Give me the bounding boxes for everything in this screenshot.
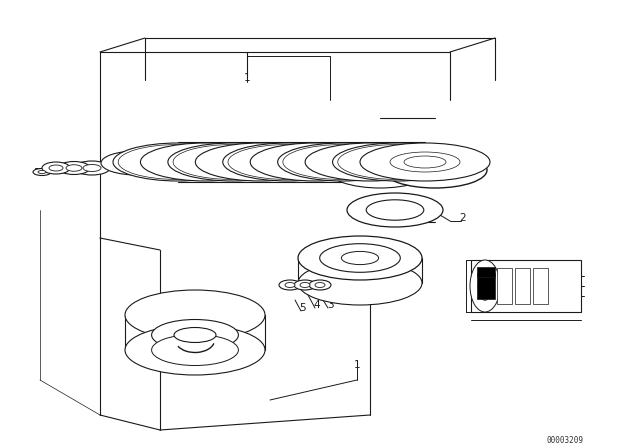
Ellipse shape (383, 152, 487, 188)
Ellipse shape (223, 143, 353, 181)
Ellipse shape (239, 156, 282, 168)
Ellipse shape (315, 283, 325, 288)
Ellipse shape (170, 152, 241, 172)
Ellipse shape (333, 143, 463, 181)
Ellipse shape (283, 145, 403, 180)
Ellipse shape (406, 160, 463, 180)
Ellipse shape (360, 143, 490, 181)
Text: 3: 3 (326, 300, 333, 310)
Ellipse shape (225, 152, 295, 172)
Ellipse shape (83, 164, 101, 172)
Ellipse shape (280, 152, 350, 172)
Ellipse shape (279, 280, 301, 290)
Text: 5: 5 (300, 303, 307, 313)
Text: 00003209: 00003209 (547, 435, 584, 444)
Bar (497, 268, 512, 304)
Ellipse shape (42, 162, 70, 174)
Ellipse shape (349, 156, 391, 168)
Ellipse shape (300, 283, 310, 288)
Ellipse shape (113, 143, 243, 181)
Ellipse shape (38, 171, 46, 173)
Ellipse shape (127, 159, 147, 167)
Ellipse shape (195, 143, 325, 181)
Ellipse shape (338, 145, 458, 180)
Ellipse shape (145, 159, 165, 167)
Ellipse shape (140, 143, 271, 181)
Ellipse shape (294, 280, 316, 290)
Ellipse shape (125, 325, 265, 375)
Text: 1: 1 (244, 73, 250, 83)
Ellipse shape (228, 145, 348, 180)
Ellipse shape (119, 151, 191, 175)
Ellipse shape (152, 319, 239, 350)
Ellipse shape (58, 161, 90, 175)
Text: 2: 2 (460, 213, 467, 223)
Ellipse shape (294, 156, 336, 168)
Ellipse shape (404, 156, 446, 168)
Bar (477, 267, 495, 276)
Ellipse shape (66, 165, 82, 171)
Ellipse shape (422, 165, 448, 175)
Ellipse shape (125, 290, 265, 340)
Ellipse shape (366, 200, 424, 220)
Bar (477, 273, 495, 299)
Text: 1: 1 (354, 360, 360, 370)
Bar (471, 260, 581, 312)
Ellipse shape (173, 145, 292, 180)
Ellipse shape (250, 143, 380, 181)
Ellipse shape (184, 156, 227, 168)
Ellipse shape (174, 327, 216, 343)
Ellipse shape (298, 261, 422, 305)
Ellipse shape (347, 193, 443, 227)
Ellipse shape (298, 236, 422, 280)
Ellipse shape (135, 156, 175, 170)
Bar (515, 268, 530, 304)
Text: 4: 4 (314, 300, 320, 310)
Ellipse shape (285, 283, 295, 288)
Text: B: B (490, 259, 495, 268)
Ellipse shape (470, 260, 500, 312)
Ellipse shape (118, 145, 238, 180)
Ellipse shape (152, 335, 239, 366)
Ellipse shape (320, 244, 400, 272)
Ellipse shape (101, 151, 173, 175)
Ellipse shape (74, 161, 110, 175)
Ellipse shape (341, 251, 379, 265)
Ellipse shape (278, 143, 408, 181)
Ellipse shape (117, 156, 157, 170)
Ellipse shape (305, 143, 435, 181)
Ellipse shape (33, 168, 51, 176)
Ellipse shape (335, 152, 405, 172)
Bar (533, 268, 548, 304)
Ellipse shape (309, 280, 331, 290)
Ellipse shape (168, 143, 298, 181)
Ellipse shape (328, 152, 432, 188)
Ellipse shape (49, 165, 63, 171)
Ellipse shape (390, 152, 460, 172)
Ellipse shape (478, 271, 492, 300)
